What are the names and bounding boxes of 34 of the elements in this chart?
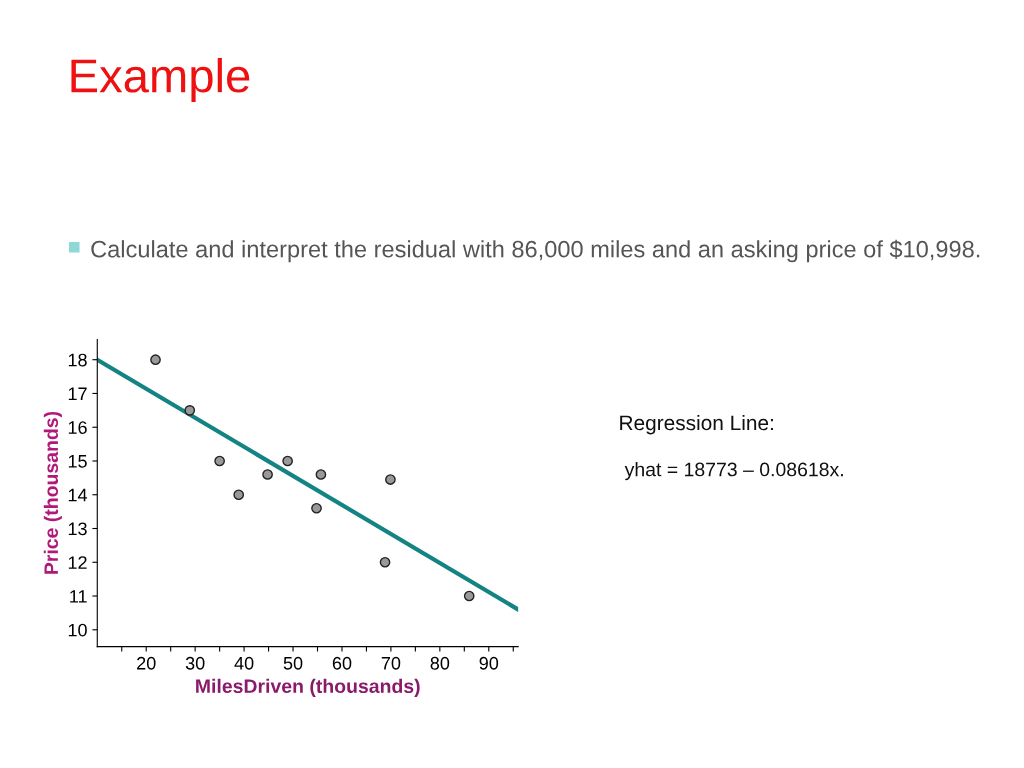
- x-tick-label: 60: [332, 656, 352, 670]
- y-tick-label: 18: [68, 353, 87, 367]
- x-tick-label: 80: [430, 656, 450, 670]
- chart-title: Example: [71, 57, 250, 102]
- x-tick-label: 20: [137, 656, 156, 670]
- y-tick-label: 12: [68, 556, 87, 569]
- point: [311, 502, 322, 514]
- y-tick-label: 17: [68, 387, 87, 401]
- point: [282, 455, 294, 467]
- point: [214, 455, 225, 467]
- y-tick-label: 13: [68, 522, 87, 536]
- point: [463, 590, 475, 602]
- text: Regression Line:: [620, 414, 773, 435]
- y-tick-label: 14: [68, 488, 88, 502]
- x-tick-label: 70: [381, 656, 401, 670]
- y-tick-label: 10: [68, 623, 87, 637]
- text: yhat = 18773 – 0.08618x.: [624, 462, 843, 481]
- point: [315, 469, 327, 480]
- x-tick-label: 90: [479, 656, 499, 670]
- point: [150, 354, 161, 366]
- point: [233, 489, 245, 501]
- point: [262, 469, 273, 480]
- y-tick-label: 15: [68, 455, 87, 468]
- y-axis-title: Price (thousands): [43, 411, 62, 574]
- point: [379, 556, 391, 568]
- x-tick-label: 50: [283, 656, 303, 670]
- chart-subtitle: Calculate and interpret the residual with 86,000 miles and an asking price of $10,998.: [91, 239, 980, 263]
- point: [184, 404, 196, 416]
- y-tick-label: 11: [70, 590, 87, 603]
- x-tick-label: 30: [185, 656, 205, 670]
- x-tick-label: 40: [234, 656, 254, 670]
- y-tick-label: 16: [68, 421, 87, 434]
- point: [385, 474, 396, 485]
- x-axis-title: MilesDriven (thousands): [196, 678, 420, 697]
